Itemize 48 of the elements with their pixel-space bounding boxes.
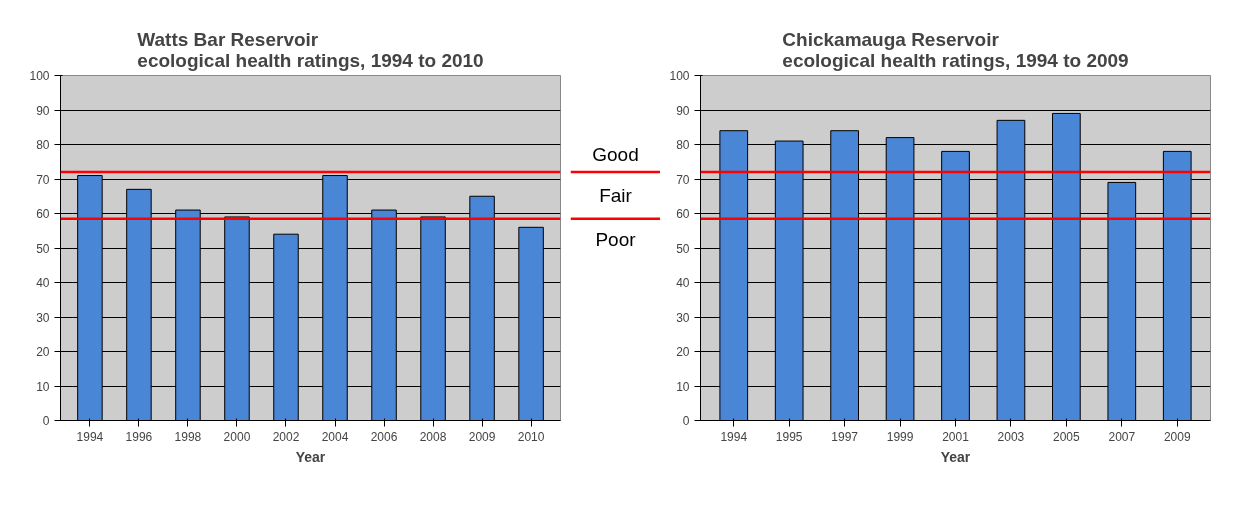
y-tick-label: 50 xyxy=(36,241,50,256)
y-tick-label: 60 xyxy=(676,207,690,221)
x-tick-label: 2004 xyxy=(321,429,349,444)
y-tick-label: 80 xyxy=(676,138,690,152)
x-tick-label: 1999 xyxy=(886,429,914,444)
x-tick-label: 2001 xyxy=(942,429,970,444)
y-tick-label: 30 xyxy=(36,310,50,325)
y-tick-label: 40 xyxy=(676,276,690,290)
y-tick-label: 90 xyxy=(36,103,50,118)
x-tick-label: 1994 xyxy=(720,429,748,444)
y-tick-label: 80 xyxy=(36,138,50,152)
x-tick-label: 2010 xyxy=(517,429,545,444)
x-tick-label: 2008 xyxy=(419,429,447,444)
x-tick-label: 1997 xyxy=(831,429,859,444)
x-tick-label: 1994 xyxy=(76,429,104,444)
y-tick-label: 70 xyxy=(676,172,690,187)
y-tick-label: 60 xyxy=(36,207,50,221)
y-tick-label: 90 xyxy=(676,103,690,118)
x-tick-label: 2009 xyxy=(1163,429,1191,444)
y-tick-label: 100 xyxy=(29,69,50,83)
x-tick-label: 1996 xyxy=(125,429,153,444)
text: Fair xyxy=(599,184,633,206)
y-tick-label: 100 xyxy=(669,69,690,83)
x-tick-label: 2006 xyxy=(370,429,398,444)
x-tick-label: 2003 xyxy=(997,429,1025,444)
x-tick-label: 2009 xyxy=(468,429,496,444)
x-tick-label: 2000 xyxy=(223,429,251,444)
y-tick-label: 0 xyxy=(42,414,50,428)
chart-title: Watts Bar Reservoir ecological health ratings, 1994 to 2010 xyxy=(137,28,484,71)
chart-title: Chickamauga Reservoir ecological health ratings, 1994 to 2009 xyxy=(782,28,1129,71)
text: Good xyxy=(592,144,639,166)
y-tick-label: 20 xyxy=(36,345,50,359)
x-axis-title: Year xyxy=(295,448,326,465)
text: Poor xyxy=(595,228,637,250)
y-tick-label: 0 xyxy=(682,414,690,428)
y-tick-label: 40 xyxy=(36,276,50,290)
x-tick-label: 1998 xyxy=(174,429,202,444)
x-tick-label: 2007 xyxy=(1108,429,1136,444)
y-tick-label: 10 xyxy=(36,379,50,394)
y-tick-label: 10 xyxy=(676,379,690,394)
x-axis-title: Year xyxy=(940,448,971,465)
y-tick-label: 50 xyxy=(676,241,690,256)
x-tick-label: 2005 xyxy=(1053,429,1081,444)
y-tick-label: 20 xyxy=(676,345,690,359)
y-tick-label: 70 xyxy=(36,172,50,187)
x-tick-label: 1995 xyxy=(775,429,803,444)
x-tick-label: 2002 xyxy=(272,429,300,444)
y-tick-label: 30 xyxy=(676,310,690,325)
